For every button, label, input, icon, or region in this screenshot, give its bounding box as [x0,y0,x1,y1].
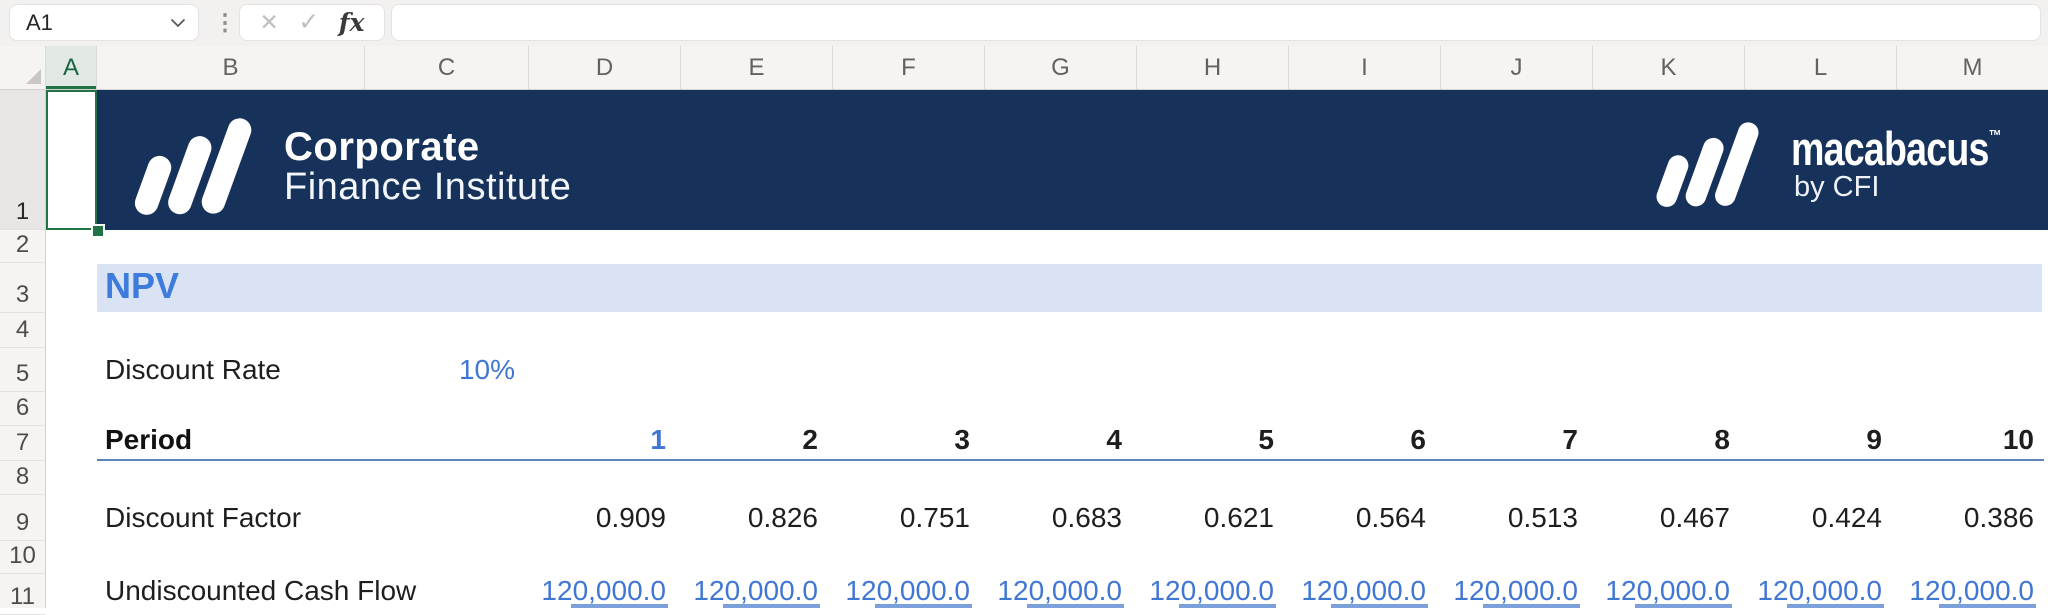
undiscounted-cash-flow-row: Undiscounted Cash Flow 120,000.0 120,000.… [97,572,2044,608]
formula-bar: A1 ⋮ ✕ ✓ fx [0,0,2048,46]
row-header[interactable]: 9 [0,495,45,541]
insert-function-icon[interactable]: fx [338,8,365,37]
macabacus-byline: by CFI [1794,171,1880,203]
cfi-banner: Corporate Finance Institute macabacus™ b… [97,90,2048,230]
cash-flow-value-cell[interactable]: 120,000.0 [541,575,666,606]
row-header[interactable]: 6 [0,392,45,426]
cash-flow-label-cell[interactable]: Undiscounted Cash Flow [105,575,417,606]
cancel-icon[interactable]: ✕ [259,9,279,35]
cash-flow-values: 120,000.0 120,000.0 120,000.0 120,000.0 120,… [527,575,2047,607]
discount-factor-value-cell[interactable]: 0.467 [1659,502,1730,533]
column-header[interactable]: L [1745,46,1897,89]
selection-fill-handle[interactable] [91,224,105,238]
cash-flow-value-cell[interactable]: 120,000.0 [1909,575,2034,606]
row-header[interactable]: 7 [0,426,45,461]
discount-factor-value-cell[interactable]: 0.564 [1355,502,1426,533]
discount-factor-value-cell[interactable]: 0.621 [1203,502,1274,533]
period-value-cell[interactable]: 4 [1106,424,1122,455]
period-value-cell[interactable]: 3 [954,424,970,455]
row-header[interactable]: 2 [0,230,45,263]
column-header[interactable]: M [1897,46,2048,89]
row-header[interactable]: 4 [0,313,45,348]
period-value-cell[interactable]: 8 [1714,424,1730,455]
enter-icon[interactable]: ✓ [298,8,320,36]
discount-factor-values: 0.909 0.826 0.751 0.683 0.621 0.564 0.513 0.467… [527,502,2047,534]
column-header[interactable]: A [46,46,97,89]
cfi-org-name-line2: Finance Institute [284,166,572,208]
cash-flow-value-cell[interactable]: 120,000.0 [1605,575,1730,606]
discount-rate-label-cell[interactable]: Discount Rate [105,354,281,385]
column-header[interactable]: F [833,46,985,89]
cash-flow-value-cell[interactable]: 120,000.0 [1149,575,1274,606]
column-header[interactable]: E [681,46,833,89]
column-header[interactable]: D [529,46,681,89]
formula-bar-buttons: ✕ ✓ fx [240,5,384,40]
period-value-cell[interactable]: 1 [650,424,666,455]
cash-flow-value-cell[interactable]: 120,000.0 [997,575,1122,606]
row-header-column: 1 2 3 4 5 6 7 8 9 10 11 [0,90,46,615]
sheet-title-cell[interactable]: NPV [97,264,2042,312]
period-label-cell[interactable]: Period [105,424,193,455]
period-value-cell[interactable]: 7 [1562,424,1578,455]
discount-factor-value-cell[interactable]: 0.683 [1051,502,1122,533]
column-header[interactable]: I [1289,46,1441,89]
discount-factor-value-cell[interactable]: 0.909 [595,502,666,533]
discount-rate-value-cell[interactable]: 10% [458,354,515,385]
period-value-cell[interactable]: 2 [802,424,818,455]
period-row: Period 1 2 3 4 5 6 7 8 9 10 [97,424,2047,461]
column-header[interactable]: K [1593,46,1745,89]
select-all-icon [26,69,41,84]
formula-bar-drag-handle-dots-icon[interactable]: ⋮ [213,9,237,35]
discount-factor-value-cell[interactable]: 0.386 [1963,502,2034,533]
column-header[interactable]: H [1137,46,1289,89]
cfi-logo-bars-icon [134,118,252,215]
cfi-logo: Corporate Finance Institute [133,116,571,218]
cash-flow-value-cell[interactable]: 120,000.0 [1757,575,1882,606]
period-values: 1 2 3 4 5 6 7 8 9 10 [527,424,2047,456]
column-header[interactable]: G [985,46,1137,89]
cash-flow-value-cell[interactable]: 120,000.0 [1453,575,1578,606]
cell-reference: A1 [26,9,53,35]
discount-factor-row: Discount Factor 0.909 0.826 0.751 0.683 0.62… [97,495,2044,541]
row-header[interactable]: 8 [0,461,45,495]
selected-cell-a1[interactable] [46,90,97,230]
sheet-title: NPV [105,265,180,306]
discount-factor-value-cell[interactable]: 0.826 [747,502,818,533]
row-header[interactable]: 1 [0,90,45,230]
column-header[interactable]: C [365,46,529,89]
column-header[interactable]: J [1441,46,1593,89]
select-all-corner[interactable] [0,46,46,89]
cash-flow-value-cell[interactable]: 120,000.0 [693,575,818,606]
column-header[interactable]: B [97,46,365,89]
period-value-cell[interactable]: 10 [2002,424,2034,455]
row-header[interactable]: 10 [0,541,45,574]
macabacus-logo-bars-icon [1656,122,1759,207]
discount-rate-row: Discount Rate 10% [97,348,2044,392]
row-header[interactable]: 3 [0,263,45,313]
name-box-dropdown-chevron-icon[interactable] [170,18,186,28]
row-header[interactable]: 11 [0,574,45,615]
discount-factor-value-cell[interactable]: 0.513 [1507,502,1578,533]
period-value-cell[interactable]: 5 [1258,424,1274,455]
cfi-org-name-line1: Corporate [284,125,480,169]
macabacus-brand-name: macabacus™ [1791,122,2002,175]
macabacus-logo: macabacus™ by CFI [1655,114,2048,216]
period-value-cell[interactable]: 9 [1866,424,1882,455]
name-box[interactable]: A1 [10,5,198,40]
formula-input[interactable] [392,5,2040,40]
row-header[interactable]: 5 [0,348,45,392]
discount-factor-label-cell[interactable]: Discount Factor [105,502,302,533]
discount-factor-value-cell[interactable]: 0.424 [1811,502,1882,533]
cash-flow-value-cell[interactable]: 120,000.0 [1301,575,1426,606]
clipped-next-row-values [529,604,2042,608]
trademark-symbol: ™ [1988,128,2002,145]
period-value-cell[interactable]: 6 [1410,424,1426,455]
discount-factor-value-cell[interactable]: 0.751 [899,502,970,533]
cash-flow-value-cell[interactable]: 120,000.0 [845,575,970,606]
